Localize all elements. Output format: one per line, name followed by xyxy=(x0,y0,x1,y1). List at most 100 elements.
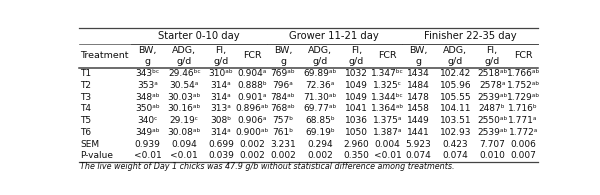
Text: 2550ᵃᵇ: 2550ᵃᵇ xyxy=(477,116,508,125)
Text: 69.77ᵃᵇ: 69.77ᵃᵇ xyxy=(303,104,337,113)
Text: FCR: FCR xyxy=(243,51,262,60)
Text: 0.294: 0.294 xyxy=(307,140,332,149)
Text: ADG,
g/d: ADG, g/d xyxy=(443,46,467,66)
Text: 2539ᵃᵇ: 2539ᵃᵇ xyxy=(477,128,508,137)
Text: FI,
g/d: FI, g/d xyxy=(214,46,229,66)
Text: T6: T6 xyxy=(80,128,91,137)
Text: 0.094: 0.094 xyxy=(172,140,197,149)
Text: <0.01: <0.01 xyxy=(374,151,401,160)
Text: 1434: 1434 xyxy=(407,69,430,78)
Text: 2.960: 2.960 xyxy=(344,140,370,149)
Text: 7.707: 7.707 xyxy=(479,140,505,149)
Text: 1049: 1049 xyxy=(345,93,368,102)
Text: 72.36ᵃ: 72.36ᵃ xyxy=(305,81,335,90)
Text: 29.19ᶜ: 29.19ᶜ xyxy=(170,116,199,125)
Text: 1041: 1041 xyxy=(345,104,368,113)
Text: 0.010: 0.010 xyxy=(479,151,505,160)
Text: Grower 11-21 day: Grower 11-21 day xyxy=(289,31,379,41)
Text: 0.900ᵃᵇ: 0.900ᵃᵇ xyxy=(235,128,269,137)
Text: 1484: 1484 xyxy=(407,81,430,90)
Text: 0.002: 0.002 xyxy=(239,140,265,149)
Text: 30.03ᵃᵇ: 30.03ᵃᵇ xyxy=(167,93,201,102)
Text: 68.85ᵇ: 68.85ᵇ xyxy=(305,116,335,125)
Text: BW,
g: BW, g xyxy=(138,46,157,66)
Text: SEM: SEM xyxy=(80,140,99,149)
Text: 105.96: 105.96 xyxy=(440,81,471,90)
Text: 0.350: 0.350 xyxy=(344,151,370,160)
Text: The live weight of Day 1 chicks was 47.9 g/b without statistical difference amon: The live weight of Day 1 chicks was 47.9… xyxy=(80,162,454,171)
Text: 1036: 1036 xyxy=(345,116,368,125)
Text: 30.16ᵃᵇ: 30.16ᵃᵇ xyxy=(167,104,201,113)
Text: 313ᵃ: 313ᵃ xyxy=(211,104,232,113)
Text: 69.89ᵃᵇ: 69.89ᵃᵇ xyxy=(303,69,337,78)
Text: 0.901ᵃ: 0.901ᵃ xyxy=(237,93,267,102)
Text: 349ᵃᵇ: 349ᵃᵇ xyxy=(135,128,160,137)
Text: 1.752ᵃᵇ: 1.752ᵃᵇ xyxy=(506,81,540,90)
Text: 314ᵃ: 314ᵃ xyxy=(211,81,232,90)
Text: 1.375ᵃ: 1.375ᵃ xyxy=(373,116,403,125)
Text: 1032: 1032 xyxy=(345,69,368,78)
Text: 1.364ᵃᵇ: 1.364ᵃᵇ xyxy=(371,104,404,113)
Text: 104.11: 104.11 xyxy=(440,104,471,113)
Text: BW,
g: BW, g xyxy=(274,46,292,66)
Text: 0.006: 0.006 xyxy=(510,140,536,149)
Text: FCR: FCR xyxy=(378,51,397,60)
Text: 761ᵇ: 761ᵇ xyxy=(272,128,293,137)
Text: 310ᵃᵇ: 310ᵃᵇ xyxy=(209,69,233,78)
Text: Starter 0-10 day: Starter 0-10 day xyxy=(158,31,239,41)
Text: 0.699: 0.699 xyxy=(208,140,234,149)
Text: 30.54ᵃ: 30.54ᵃ xyxy=(170,81,199,90)
Text: 0.074: 0.074 xyxy=(442,151,468,160)
Text: 1458: 1458 xyxy=(407,104,430,113)
Text: FI,
g/d: FI, g/d xyxy=(485,46,500,66)
Text: 348ᵃᵇ: 348ᵃᵇ xyxy=(135,93,160,102)
Text: 102.42: 102.42 xyxy=(440,69,471,78)
Text: 30.08ᵃᵇ: 30.08ᵃᵇ xyxy=(167,128,201,137)
Text: 757ᵇ: 757ᵇ xyxy=(272,116,293,125)
Text: 0.904ᵃ: 0.904ᵃ xyxy=(238,69,267,78)
Text: 1.772ᵃ: 1.772ᵃ xyxy=(508,128,538,137)
Text: 0.002: 0.002 xyxy=(239,151,265,160)
Text: P-value: P-value xyxy=(80,151,113,160)
Text: 0.002: 0.002 xyxy=(270,151,296,160)
Text: Treatment: Treatment xyxy=(80,51,128,60)
Text: 1.766ᵃᵇ: 1.766ᵃᵇ xyxy=(506,69,540,78)
Text: 1.325ᶜ: 1.325ᶜ xyxy=(373,81,402,90)
Text: <0.01: <0.01 xyxy=(134,151,161,160)
Text: ADG,
g/d: ADG, g/d xyxy=(308,46,332,66)
Text: 1449: 1449 xyxy=(407,116,430,125)
Text: 2578ᵃ: 2578ᵃ xyxy=(479,81,505,90)
Text: 0.888ᵇ: 0.888ᵇ xyxy=(237,81,267,90)
Text: 1441: 1441 xyxy=(407,128,430,137)
Text: Finisher 22-35 day: Finisher 22-35 day xyxy=(424,31,516,41)
Text: 0.423: 0.423 xyxy=(443,140,468,149)
Text: ADG,
g/d: ADG, g/d xyxy=(172,46,196,66)
Text: 1050: 1050 xyxy=(345,128,368,137)
Text: 2539ᵃᵇ: 2539ᵃᵇ xyxy=(477,93,508,102)
Text: 1478: 1478 xyxy=(407,93,430,102)
Text: 102.93: 102.93 xyxy=(440,128,471,137)
Text: 0.906ᵃ: 0.906ᵃ xyxy=(237,116,267,125)
Text: T2: T2 xyxy=(80,81,91,90)
Text: 340ᶜ: 340ᶜ xyxy=(137,116,158,125)
Text: 1.729ᵃᵇ: 1.729ᵃᵇ xyxy=(506,93,540,102)
Text: 1.347ᵇᶜ: 1.347ᵇᶜ xyxy=(371,69,404,78)
Text: 308ᵇ: 308ᵇ xyxy=(211,116,232,125)
Text: 350ᵃᵇ: 350ᵃᵇ xyxy=(135,104,160,113)
Text: T1: T1 xyxy=(80,69,91,78)
Text: 0.939: 0.939 xyxy=(134,140,160,149)
Text: 1.344ᵇᶜ: 1.344ᵇᶜ xyxy=(371,93,404,102)
Text: T5: T5 xyxy=(80,116,91,125)
Text: FCR: FCR xyxy=(514,51,532,60)
Text: 796ᵃ: 796ᵃ xyxy=(272,81,293,90)
Text: 105.55: 105.55 xyxy=(440,93,471,102)
Text: 3.231: 3.231 xyxy=(270,140,296,149)
Text: 0.039: 0.039 xyxy=(208,151,234,160)
Text: 2487ᵇ: 2487ᵇ xyxy=(479,104,505,113)
Text: 2518ᵃᵇ: 2518ᵃᵇ xyxy=(477,69,508,78)
Text: 1049: 1049 xyxy=(345,81,368,90)
Text: 769ᵃᵇ: 769ᵃᵇ xyxy=(271,69,295,78)
Text: FI,
g/d: FI, g/d xyxy=(349,46,364,66)
Text: 784ᵃᵇ: 784ᵃᵇ xyxy=(271,93,295,102)
Text: 1.387ᵃ: 1.387ᵃ xyxy=(373,128,403,137)
